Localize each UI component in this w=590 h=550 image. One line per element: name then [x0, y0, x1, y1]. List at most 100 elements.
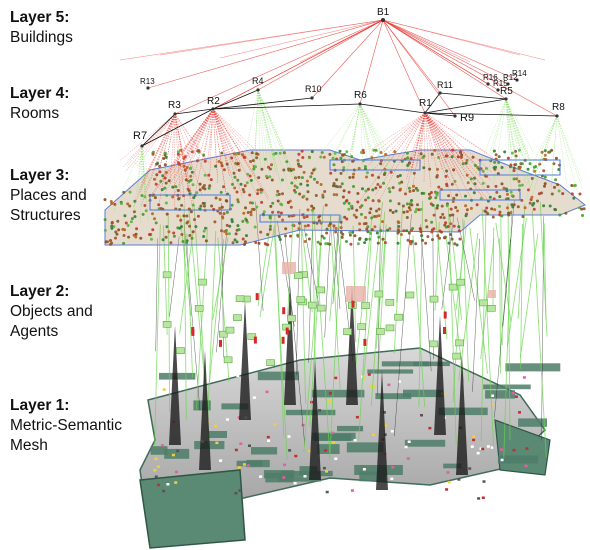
furniture-item	[384, 424, 388, 427]
inter-layer-edge	[469, 227, 488, 374]
furniture-item	[156, 465, 160, 468]
room-place-edge	[359, 103, 393, 179]
place-node	[444, 221, 448, 225]
room-place-edge	[424, 112, 456, 176]
place-node	[203, 159, 207, 163]
place-node	[218, 198, 222, 201]
place-node	[188, 234, 192, 237]
place-node	[466, 181, 470, 185]
furniture-item	[332, 441, 335, 444]
inter-layer-edge	[208, 239, 225, 386]
mesh-wall	[485, 390, 515, 399]
furniture-item	[234, 492, 238, 495]
mesh-wall	[251, 447, 278, 455]
place-node	[404, 192, 407, 196]
place-node	[375, 209, 378, 213]
place-node	[399, 187, 402, 191]
place-node	[494, 153, 498, 157]
room-room-edge	[424, 112, 456, 117]
place-node	[274, 151, 278, 155]
place-node	[388, 208, 392, 212]
room-label-r2: R2	[207, 96, 220, 107]
layer-1-subtitle-line1: Metric-Semantic	[10, 417, 122, 434]
room-place-edge	[209, 108, 214, 178]
place-node	[450, 237, 454, 241]
inter-layer-edge	[396, 222, 398, 303]
place-node	[191, 230, 195, 234]
inter-layer-edge	[303, 205, 324, 453]
building-room-edge	[382, 19, 489, 85]
place-node	[219, 161, 223, 165]
room-place-edge	[140, 145, 143, 224]
inter-layer-edge	[472, 238, 480, 392]
room-place-edge	[359, 103, 371, 151]
place-node	[164, 181, 168, 185]
place-node	[439, 215, 443, 219]
place-node	[454, 206, 458, 209]
inter-layer-edge	[520, 223, 523, 369]
object-box	[385, 324, 395, 332]
room-place-edge	[359, 103, 396, 175]
place-node	[436, 204, 440, 208]
furniture-item	[511, 391, 515, 395]
room-place-edge	[370, 112, 426, 173]
place-node	[366, 230, 370, 234]
place-node	[370, 156, 374, 160]
mesh-wall	[497, 455, 539, 464]
room-node	[358, 102, 362, 106]
place-node	[503, 150, 507, 154]
room-place-edge	[472, 98, 507, 181]
place-node	[151, 212, 154, 216]
place-node	[358, 222, 362, 226]
place-node	[449, 222, 453, 226]
place-node	[231, 241, 235, 245]
furniture-item	[362, 468, 366, 471]
place-node	[189, 166, 193, 170]
place-node	[302, 170, 306, 174]
place-node	[497, 161, 501, 164]
place-node	[534, 165, 538, 169]
room-place-edge	[212, 108, 241, 152]
inter-layer-edge	[480, 214, 487, 442]
place-node	[218, 206, 222, 210]
place-node	[379, 229, 383, 233]
place-node	[417, 208, 421, 212]
place-node	[408, 208, 412, 212]
place-node	[110, 224, 114, 228]
furniture-item	[267, 439, 271, 442]
place-node	[357, 166, 361, 170]
place-node	[506, 156, 510, 160]
place-node	[572, 196, 576, 200]
place-node	[457, 225, 461, 229]
place-node	[405, 210, 409, 214]
inter-layer-edge	[517, 204, 526, 319]
place-node	[134, 232, 138, 236]
inter-layer-edge	[255, 201, 264, 311]
place-node	[405, 229, 409, 233]
place-node	[242, 190, 246, 194]
place-node	[434, 196, 438, 200]
place-node	[455, 243, 459, 247]
object-box	[429, 295, 439, 303]
place-node	[176, 214, 180, 218]
inter-layer-edge	[358, 229, 373, 440]
place-node	[383, 241, 387, 245]
place-node	[438, 236, 441, 240]
layer-1-title: Layer 1:	[10, 397, 70, 414]
place-node	[361, 187, 364, 191]
mesh-wall	[280, 470, 333, 477]
mesh-wall	[518, 418, 547, 427]
place-node	[249, 178, 253, 182]
room-place-edge	[505, 98, 531, 160]
room-place-edge	[212, 108, 257, 162]
room-place-edge	[159, 113, 176, 203]
furniture-item	[162, 489, 166, 493]
place-node	[409, 242, 413, 246]
room-place-edge	[244, 89, 259, 160]
place-node	[397, 230, 401, 234]
place-node	[225, 223, 229, 227]
room-place-edge	[359, 103, 390, 170]
place-node	[550, 148, 554, 152]
place-node	[296, 233, 300, 237]
place-node	[249, 160, 253, 163]
